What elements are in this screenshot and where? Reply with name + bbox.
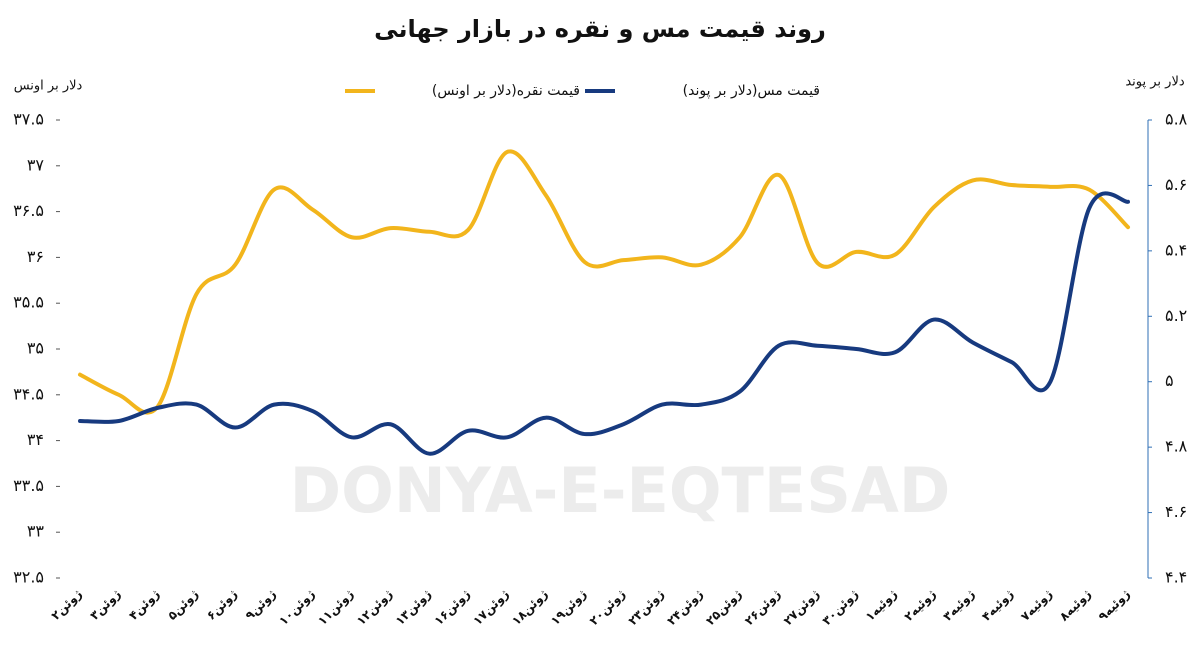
y2-axis-title: دلار بر پوند [1125,75,1185,90]
y2-tick-label: ۵.۸ [1165,110,1188,129]
x-tick-label: ۱۸ژوئن [509,587,551,629]
x-tick-label: ۸ژوئیه [1057,587,1095,625]
legend-label: قیمت مس(دلار بر پوند) [683,83,820,99]
y-tick-label: ۳۳.۵ [13,476,44,495]
y-tick-label: ۳۶.۵ [13,201,44,220]
x-tick-label: ۲۴ژوئن [664,587,706,629]
y-tick-label: ۳۷ [27,155,45,174]
x-tick-label: ۱۲ژوئن [354,587,396,629]
x-tick-label: ۴ژوئن [126,587,163,624]
watermark: DONYA-E-EQTESAD [290,454,951,527]
y-tick-label: ۳۲.۵ [13,568,44,587]
x-tick-label: ۲۰ژوئن [587,587,629,629]
y-tick-label: ۳۶ [27,247,44,266]
y-tick-label: ۳۷.۵ [13,110,44,129]
x-tick-label: ۱۶ژوئن [432,587,474,629]
series-line [78,149,1130,415]
x-tick-label: ۳ژوئن [87,587,124,624]
x-tick-label: ۱۱ژوئن [315,587,357,629]
x-tick-label: ۱۷ژوئن [470,587,512,629]
x-tick-label: ۲۵ژوئن [703,587,745,629]
x-tick-label: ۲۳ژوئن [626,587,668,629]
y-tick-label: ۳۵ [27,339,44,358]
x-tick-label: ۴ژوئیه [979,587,1017,625]
x-tick-label: ۲۷ژوئن [781,587,823,629]
x-tick-label: ۹ژوئن [243,587,280,624]
y2-tick-label: ۵.۲ [1165,306,1187,325]
y2-tick-label: ۵ [1165,371,1174,390]
chart-title: روند قیمت مس و نقره در بازار جهانی [374,15,826,43]
y2-tick-label: ۵.۶ [1165,175,1187,194]
x-tick-label: ۱۳ژوئن [393,587,435,629]
x-tick-label: ۱۰ژوئن [276,587,318,629]
y2-tick-label: ۴.۴ [1165,568,1187,587]
legend-label: قیمت نقره(دلار بر اونس) [432,83,580,99]
y2-tick-label: ۵.۴ [1165,240,1187,259]
y-tick-label: ۳۳ [27,522,45,541]
y2-tick-label: ۴.۶ [1165,502,1187,521]
x-tick-label: ۱ژوئیه [863,587,901,625]
y2-tick-label: ۴.۸ [1165,437,1188,456]
x-tick-label: ۶ژوئن [204,587,241,624]
x-tick-label: ۳ژوئیه [940,587,978,625]
x-tick-label: ۲ژوئن [49,587,86,624]
x-tick-label: ۲۶ژوئن [742,587,784,629]
x-tick-label: ۹ژوئیه [1096,587,1134,625]
x-tick-label: ۷ژوئیه [1018,587,1056,625]
y-tick-label: ۳۵.۵ [13,293,44,312]
x-tick-label: ۵ژوئن [165,587,202,624]
series-line [78,191,1130,456]
y-axis-title: دلار بر اونس [14,79,83,94]
y-tick-label: ۳۴ [27,430,44,449]
x-tick-label: ۳۰ژوئن [820,587,862,629]
y-tick-label: ۳۴.۵ [13,384,44,403]
x-tick-label: ۱۹ژوئن [548,587,590,629]
x-tick-label: ۲ژوئیه [901,587,939,625]
